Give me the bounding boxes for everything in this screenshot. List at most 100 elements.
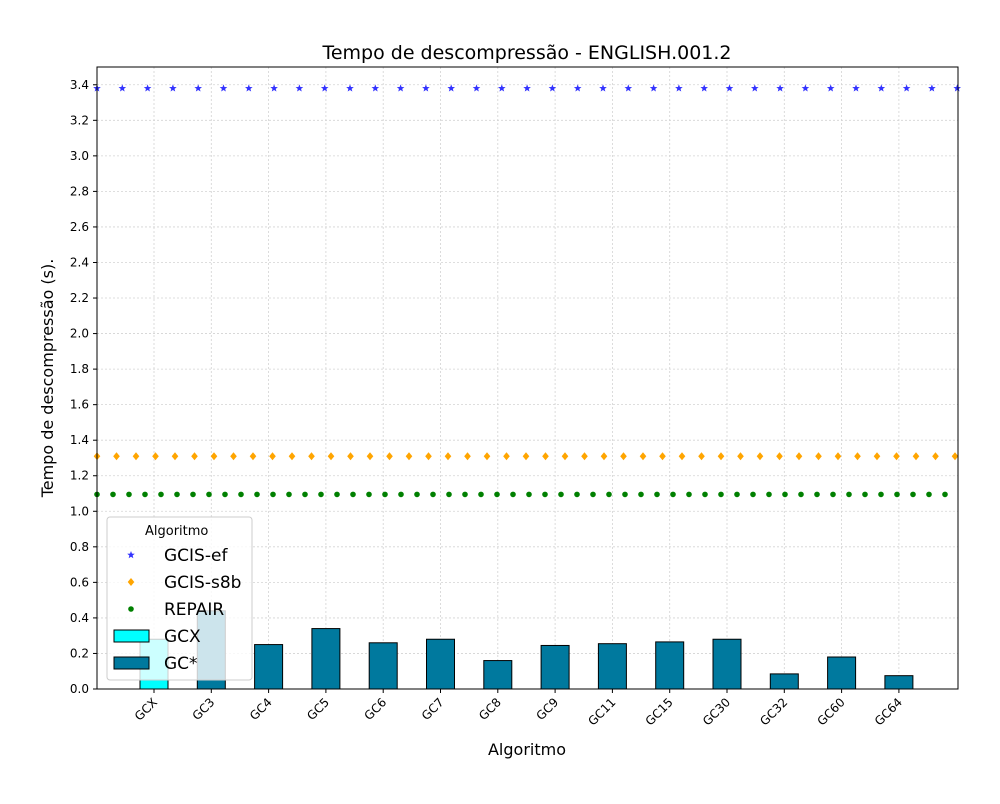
y-tick-label: 0.2: [70, 646, 89, 660]
point-gcis-s8b: [756, 452, 764, 461]
point-repair: [606, 491, 612, 498]
legend-marker-repair: [128, 606, 134, 612]
x-tick-label: GC8: [476, 695, 504, 723]
point-gcis-s8b: [152, 452, 159, 461]
bar-gc4: [254, 644, 284, 690]
point-gcis-ef: [700, 84, 708, 92]
point-repair: [526, 491, 532, 498]
y-tick-label: 2.8: [70, 184, 89, 198]
point-repair: [654, 491, 660, 498]
point-gcis-ef: [270, 84, 278, 92]
point-gcis-s8b: [210, 452, 218, 461]
point-gcis-s8b: [620, 452, 627, 461]
y-tick-label: 2.0: [70, 327, 89, 341]
chart-title: Tempo de descompressão - ENGLISH.001.2: [321, 42, 731, 64]
x-tick-label: GC9: [533, 695, 561, 723]
point-repair: [366, 491, 372, 498]
point-gcis-s8b: [951, 452, 959, 461]
point-repair: [702, 491, 708, 498]
point-gcis-s8b: [873, 452, 881, 461]
y-tick-label: 3.0: [70, 149, 89, 163]
point-gcis-ef: [472, 84, 481, 92]
point-gcis-s8b: [288, 452, 296, 461]
point-repair: [478, 491, 484, 498]
legend-label: GC*: [164, 654, 198, 674]
point-gcis-ef: [396, 84, 405, 92]
point-repair: [158, 491, 164, 498]
point-gcis-s8b: [717, 452, 725, 461]
point-gcis-s8b: [503, 452, 510, 461]
point-gcis-s8b: [327, 452, 335, 461]
point-repair: [302, 491, 308, 498]
legend-label: GCIS-s8b: [164, 573, 241, 593]
point-repair: [846, 491, 852, 498]
point-repair: [462, 491, 468, 498]
point-gcis-s8b: [425, 452, 432, 461]
point-repair: [782, 491, 788, 498]
x-tick-label: GC4: [247, 695, 275, 723]
legend-label: REPAIR: [164, 600, 224, 620]
point-repair: [494, 491, 500, 498]
point-repair: [942, 491, 948, 498]
legend-swatch-gcx: [113, 629, 150, 643]
point-gcis-ef: [826, 84, 835, 92]
x-tick-label: GC32: [757, 695, 790, 728]
point-gcis-ef: [169, 84, 177, 92]
y-tick-label: 2.4: [70, 255, 89, 269]
bar-gc9: [540, 644, 570, 690]
point-repair: [542, 491, 548, 498]
bar-gc7: [426, 638, 455, 690]
point-repair: [286, 491, 292, 498]
point-gcis-s8b: [405, 452, 413, 461]
point-repair: [350, 491, 356, 498]
bar-gc32: [769, 673, 799, 690]
x-tick-label: GC30: [700, 695, 733, 728]
point-repair: [750, 491, 756, 498]
point-gcis-ef: [447, 84, 455, 92]
point-repair: [126, 491, 132, 498]
point-gcis-s8b: [698, 452, 705, 461]
point-repair: [558, 491, 564, 498]
point-gcis-ef: [194, 84, 202, 92]
point-repair: [574, 491, 580, 498]
point-gcis-s8b: [600, 452, 608, 461]
point-repair: [798, 491, 804, 498]
point-repair: [238, 491, 244, 498]
point-gcis-s8b: [561, 452, 569, 461]
point-repair: [430, 491, 436, 498]
point-repair: [734, 491, 740, 498]
point-gcis-s8b: [854, 452, 861, 461]
x-tick-label: GC3: [190, 695, 218, 723]
point-repair: [446, 491, 452, 498]
point-gcis-s8b: [464, 452, 471, 461]
point-gcis-ef: [624, 84, 633, 92]
point-repair: [686, 491, 692, 498]
point-repair: [766, 491, 772, 498]
point-gcis-ef: [143, 84, 152, 92]
x-tick-label: GC6: [362, 695, 390, 723]
point-repair: [830, 491, 836, 498]
bar-gc15: [655, 641, 685, 690]
point-repair: [398, 491, 404, 498]
legend-marker-gcis-s8b: [127, 578, 135, 586]
point-gcis-s8b: [444, 452, 452, 461]
point-repair: [670, 491, 676, 498]
point-gcis-s8b: [912, 452, 920, 461]
point-repair: [190, 491, 196, 498]
x-axis-label: Algoritmo: [488, 740, 566, 759]
point-gcis-s8b: [249, 452, 257, 461]
bar-gc11: [597, 643, 627, 690]
point-repair: [254, 491, 260, 498]
grid: [97, 67, 958, 690]
bar-gc64: [884, 675, 914, 690]
y-tick-label: 2.2: [70, 291, 89, 305]
point-repair: [206, 491, 212, 498]
point-gcis-s8b: [659, 452, 666, 461]
point-repair: [174, 491, 180, 498]
legend-label: GCIS-ef: [164, 546, 228, 566]
point-repair: [590, 491, 596, 498]
point-gcis-ef: [902, 84, 911, 92]
y-tick-label: 1.8: [70, 362, 89, 376]
